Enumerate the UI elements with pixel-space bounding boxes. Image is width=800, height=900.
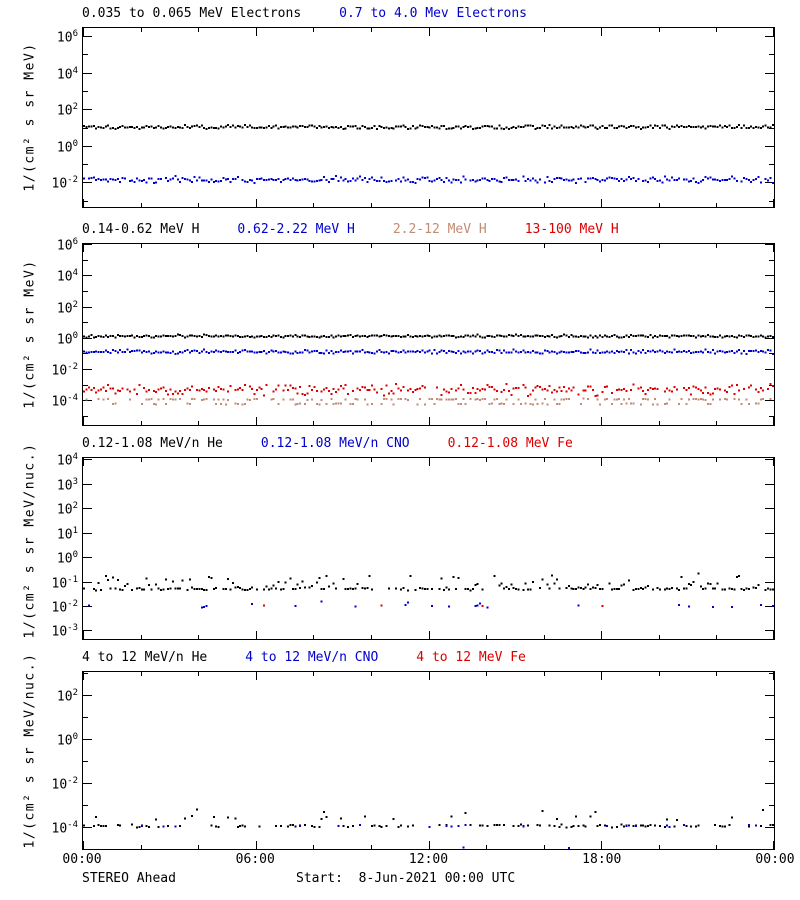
y-tick-label: 100 — [56, 550, 78, 567]
y-tick-label: 102 — [56, 299, 78, 316]
y-tick-label: 106 — [56, 237, 78, 254]
legend-label: 0.62-2.22 MeV H — [237, 222, 355, 237]
legend-label: 0.12-1.08 MeV Fe — [447, 436, 573, 451]
panel-low-energy-ion-flux: 0.12-1.08 MeV/n He 0.12-1.08 MeV/n CNO 0.1… — [0, 435, 800, 649]
legend-label: 4 to 12 MeV Fe — [416, 650, 526, 665]
series-points — [85, 397, 772, 406]
legend-label: 0.035 to 0.065 MeV Electrons — [82, 6, 302, 21]
plot-frame-low-energy-ion-flux — [82, 457, 775, 640]
y-tick-label: 10-4 — [51, 820, 79, 837]
x-tick-label: 18:00 — [582, 852, 622, 867]
legend-label: 0.7 to 4.0 Mev Electrons — [339, 6, 527, 21]
panel-high-energy-ion-flux-legend: 4 to 12 MeV/n He 4 to 12 MeV/n CNO 4 to 12… — [82, 649, 564, 666]
y-tick-label: 100 — [56, 732, 78, 749]
plot-frame-proton-flux — [82, 243, 775, 426]
x-tick-label: 00:00 — [755, 852, 795, 867]
series-points — [83, 175, 774, 185]
plot-area — [83, 28, 774, 207]
y-tick-label: 100 — [56, 330, 78, 348]
y-axis-label: 1/(cm² s sr MeV) — [22, 41, 37, 192]
x-tick-label: 00:00 — [62, 852, 102, 867]
y-tick-label: 100 — [56, 138, 78, 156]
y-tick-label: 10-3 — [51, 623, 79, 640]
y-tick-label: 103 — [56, 476, 78, 493]
y-tick-label: 10-2 — [51, 776, 79, 793]
y-tick-label: 10-4 — [51, 393, 79, 410]
panel-proton-flux: 0.14-0.62 MeV H 0.62-2.22 MeV H 2.2-12 MeV… — [0, 221, 800, 435]
x-tick-label: 12:00 — [408, 852, 449, 867]
legend-label: 4 to 12 MeV/n CNO — [245, 650, 379, 665]
x-tick-label: 06:00 — [235, 852, 275, 867]
series-points — [263, 604, 604, 608]
start-time-label: Start: 8-Jun-2021 00:00 UTC — [296, 871, 516, 886]
panel-proton-flux-legend: 0.14-0.62 MeV H 0.62-2.22 MeV H 2.2-12 MeV… — [82, 221, 657, 238]
plot-area — [83, 458, 774, 639]
legend-label: 13-100 MeV H — [524, 222, 619, 237]
plot-frame-high-energy-ion-flux — [82, 671, 775, 850]
y-tick-label: 102 — [56, 688, 78, 705]
series-points — [83, 124, 774, 131]
legend-label: 0.14-0.62 MeV H — [82, 222, 200, 237]
panel-high-energy-ion-flux: 4 to 12 MeV/n He 4 to 12 MeV/n CNO 4 to 12… — [0, 649, 800, 859]
y-axis-label: 1/(cm² s sr MeV/nuc.) — [22, 442, 37, 638]
y-tick-label: 102 — [56, 102, 78, 119]
legend-label: 4 to 12 MeV/n He — [82, 650, 208, 665]
panel-electron-flux-legend: 0.035 to 0.065 MeV Electrons 0.7 to 4.0 M… — [82, 5, 565, 22]
y-axis-label: 1/(cm² s sr MeV/nuc.) — [22, 652, 37, 848]
y-tick-label: 10-2 — [51, 175, 79, 192]
y-tick-label: 104 — [56, 452, 78, 469]
y-axis-label: 1/(cm² s sr MeV) — [22, 258, 37, 409]
panel-low-energy-ion-flux-legend: 0.12-1.08 MeV/n He 0.12-1.08 MeV/n CNO 0.1… — [82, 435, 611, 452]
y-tick-label: 101 — [56, 525, 78, 542]
legend-label: 0.12-1.08 MeV/n CNO — [260, 436, 410, 451]
y-tick-label: 106 — [56, 29, 78, 46]
spacecraft-label: STEREO Ahead — [82, 871, 176, 886]
legend-label: 0.12-1.08 MeV/n He — [82, 436, 223, 451]
series-points — [83, 572, 774, 592]
series-points — [88, 600, 774, 609]
y-tick-label: 10-2 — [51, 361, 79, 379]
series-points — [83, 808, 774, 829]
y-tick-label: 102 — [56, 501, 78, 518]
plot-frame-electron-flux — [82, 27, 775, 208]
y-tick-label: 104 — [56, 65, 78, 83]
series-points — [83, 348, 774, 355]
series-points — [83, 383, 774, 397]
y-tick-label: 10-1 — [51, 574, 79, 591]
y-tick-label: 10-2 — [51, 598, 79, 616]
plot-area — [83, 244, 774, 425]
series-points — [140, 823, 757, 849]
panel-electron-flux: 0.035 to 0.065 MeV Electrons 0.7 to 4.0 M… — [0, 5, 800, 221]
plot-area — [83, 672, 774, 849]
legend-label: 2.2-12 MeV H — [392, 222, 487, 237]
y-tick-label: 104 — [56, 268, 78, 285]
series-points — [83, 333, 774, 339]
